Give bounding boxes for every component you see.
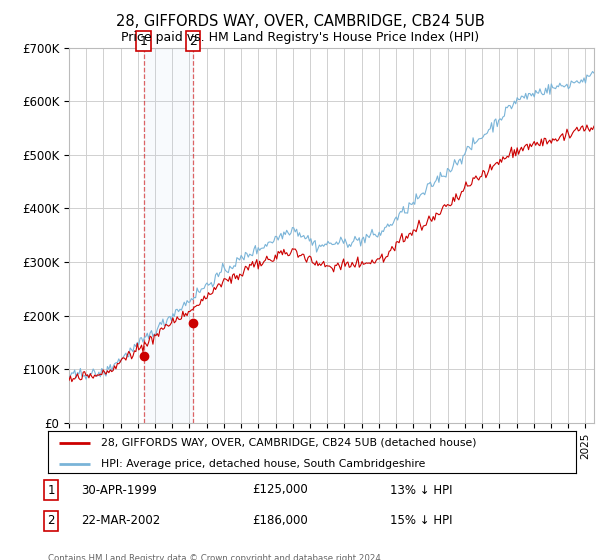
Text: 13% ↓ HPI: 13% ↓ HPI — [390, 483, 452, 497]
Text: 2: 2 — [47, 514, 55, 528]
Text: HPI: Average price, detached house, South Cambridgeshire: HPI: Average price, detached house, Sout… — [101, 459, 425, 469]
Text: £125,000: £125,000 — [252, 483, 308, 497]
Text: Price paid vs. HM Land Registry's House Price Index (HPI): Price paid vs. HM Land Registry's House … — [121, 31, 479, 44]
Text: 30-APR-1999: 30-APR-1999 — [81, 483, 157, 497]
Text: £186,000: £186,000 — [252, 514, 308, 528]
Text: Contains HM Land Registry data © Crown copyright and database right 2024.
This d: Contains HM Land Registry data © Crown c… — [48, 554, 383, 560]
Text: 22-MAR-2002: 22-MAR-2002 — [81, 514, 160, 528]
Text: 2: 2 — [190, 35, 197, 48]
Text: 1: 1 — [140, 35, 148, 48]
Text: 28, GIFFORDS WAY, OVER, CAMBRIDGE, CB24 5UB (detached house): 28, GIFFORDS WAY, OVER, CAMBRIDGE, CB24 … — [101, 438, 476, 448]
Bar — [143, 48, 193, 423]
Text: 28, GIFFORDS WAY, OVER, CAMBRIDGE, CB24 5UB: 28, GIFFORDS WAY, OVER, CAMBRIDGE, CB24 … — [116, 14, 484, 29]
Text: 15% ↓ HPI: 15% ↓ HPI — [390, 514, 452, 528]
Text: 1: 1 — [47, 483, 55, 497]
